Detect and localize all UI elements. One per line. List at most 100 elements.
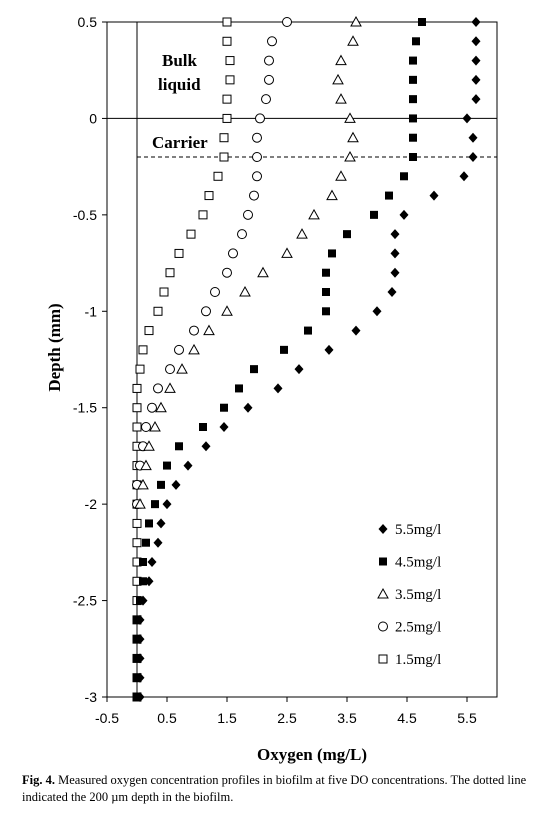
data-point (132, 422, 142, 432)
data-point (282, 17, 292, 27)
data-point (326, 189, 338, 201)
data-point (198, 210, 208, 220)
data-point (335, 170, 347, 181)
data-point (176, 363, 188, 374)
data-point (222, 267, 232, 278)
data-point (164, 382, 176, 393)
data-point (237, 229, 247, 240)
data-point (199, 423, 207, 431)
data-point (324, 344, 334, 355)
data-point (219, 422, 229, 432)
data-point (153, 306, 163, 316)
series-open-square (132, 17, 235, 702)
y-tick-label: 0.5 (78, 14, 98, 30)
data-point (328, 249, 336, 258)
data-point (347, 131, 359, 143)
data-point (222, 36, 232, 46)
x-tick-label: 1.5 (217, 710, 237, 726)
data-point (156, 518, 166, 529)
data-point (347, 35, 359, 46)
data-point (135, 653, 145, 664)
x-axis-title: Oxygen (mg/L) (257, 745, 367, 764)
data-point (250, 365, 258, 374)
data-point (400, 172, 408, 181)
legend-label: 5.5mg/l (395, 522, 441, 538)
plot-frame (106, 21, 498, 698)
data-point (221, 305, 233, 316)
data-point (370, 210, 378, 219)
data-point (135, 614, 145, 625)
series-diamond (135, 17, 481, 702)
data-point (222, 94, 232, 104)
data-point (147, 557, 157, 567)
data-point (390, 229, 400, 240)
data-point (134, 498, 146, 509)
data-point (335, 93, 347, 104)
data-point (174, 248, 184, 258)
legend-label: 1.5mg/l (395, 652, 441, 668)
oxygen-profile-chart: 0.5 0 -0.5 -1 -1.5 -2 -2.5 -3 -0.5 0.5 1.5 2.5 3.5 4.… (45, 14, 498, 764)
data-point (204, 191, 214, 201)
data-point (138, 345, 148, 355)
data-point (222, 113, 232, 123)
data-point (189, 325, 199, 336)
data-point (409, 114, 417, 123)
caption-text: Measured oxygen concentration profiles i… (22, 773, 527, 804)
data-point (390, 267, 400, 278)
data-point (219, 152, 229, 162)
data-point (139, 558, 147, 566)
data-point (135, 672, 145, 683)
data-point (139, 577, 147, 586)
data-point (252, 132, 262, 143)
data-point (239, 285, 251, 297)
data-point (255, 113, 265, 124)
data-point (468, 152, 478, 162)
data-point (273, 383, 283, 394)
data-point (149, 420, 161, 432)
legend-marker (378, 654, 388, 664)
data-point (171, 479, 181, 490)
data-point (264, 74, 274, 85)
data-point (183, 460, 193, 471)
data-point (471, 55, 481, 66)
data-point (409, 133, 417, 142)
data-point (264, 55, 274, 66)
data-point (332, 73, 344, 85)
data-point (153, 537, 163, 548)
y-axis-title: Depth (mm) (45, 303, 64, 391)
x-tick-label: -0.5 (95, 710, 119, 726)
data-point (159, 287, 169, 297)
data-point (308, 208, 320, 220)
x-tick-label: 0.5 (157, 710, 177, 726)
carrier-label: Carrier (152, 133, 208, 152)
data-point (252, 171, 262, 182)
data-point (471, 74, 481, 85)
legend-label: 3.5mg/l (395, 587, 441, 603)
y-tick-label: 0 (89, 110, 97, 126)
data-point (201, 441, 211, 452)
data-point (390, 248, 400, 259)
data-point (186, 229, 196, 239)
y-tick-label: -1.5 (73, 400, 97, 416)
data-point (294, 364, 304, 375)
series-filled-square (133, 18, 426, 701)
y-tick-label: -3 (85, 689, 98, 705)
data-point (412, 37, 420, 46)
data-point (132, 383, 142, 393)
data-point (155, 401, 167, 413)
data-point (387, 287, 397, 297)
data-point (243, 402, 253, 413)
data-point (132, 538, 142, 548)
data-point (144, 576, 154, 587)
data-point (322, 268, 330, 277)
data-point (281, 247, 293, 258)
legend-marker (378, 524, 388, 534)
data-point (351, 325, 361, 336)
data-point (322, 307, 330, 316)
data-point (141, 422, 151, 432)
data-point (135, 634, 145, 645)
data-point (145, 519, 153, 528)
data-point (471, 94, 481, 105)
data-point (385, 191, 393, 200)
data-point (188, 343, 200, 355)
